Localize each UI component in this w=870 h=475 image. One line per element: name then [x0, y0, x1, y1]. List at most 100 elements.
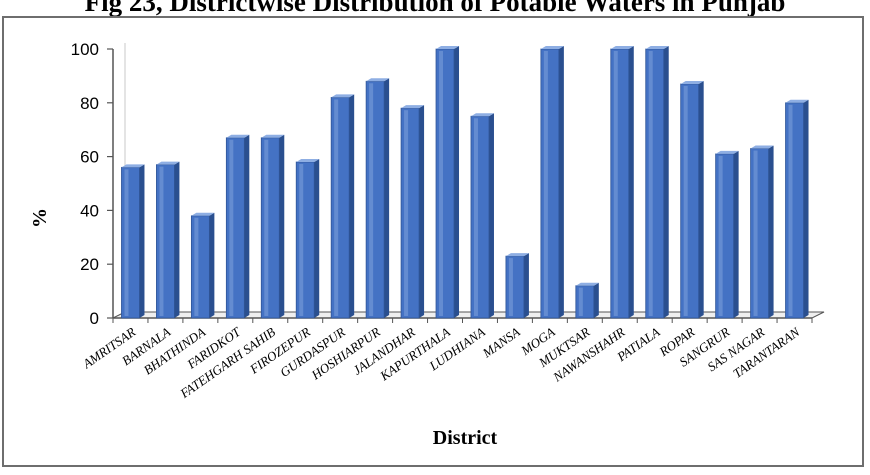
bar-highlight	[369, 83, 374, 316]
bar-top	[470, 113, 494, 117]
bar	[680, 80, 704, 319]
bar	[540, 46, 564, 319]
bar-side	[349, 94, 355, 318]
bar	[330, 94, 355, 319]
bar-front	[715, 153, 735, 319]
bar	[295, 158, 320, 319]
bar	[400, 105, 425, 319]
bar-top	[121, 164, 145, 168]
bar-top	[436, 46, 460, 49]
bar-front	[190, 215, 210, 319]
bar-highlight	[473, 118, 478, 316]
bar-side	[139, 164, 145, 318]
bar-front	[295, 161, 315, 319]
bar-side	[698, 80, 704, 318]
bar-top	[156, 161, 180, 165]
bar-top	[366, 78, 390, 82]
bar	[260, 134, 285, 319]
bar	[435, 46, 460, 319]
y-axis-title: %	[29, 208, 51, 228]
bar-highlight	[229, 139, 234, 316]
bar-side	[663, 46, 669, 318]
y-tick-labels: 0 20 40 60 80 100	[71, 40, 99, 328]
bar-highlight	[718, 155, 723, 316]
bar-front	[365, 80, 385, 319]
bar-side	[593, 282, 599, 318]
bar-highlight	[404, 110, 409, 317]
bar-highlight	[788, 104, 793, 316]
bar	[715, 150, 739, 319]
bar-front	[400, 107, 420, 319]
bar-side	[419, 105, 425, 319]
y-tick-label: 100	[71, 40, 99, 59]
bar	[575, 282, 599, 319]
bar-top	[680, 80, 704, 84]
y-tick-label: 20	[80, 255, 99, 274]
bar-top	[750, 145, 774, 149]
bar	[610, 46, 634, 319]
bar-top	[401, 105, 425, 109]
bar-front	[156, 164, 175, 319]
bar-side	[768, 145, 774, 318]
bar-top	[540, 46, 564, 49]
bar-highlight	[124, 169, 129, 316]
chart-frame	[2, 16, 864, 467]
bar-front	[330, 97, 350, 319]
bar-highlight	[264, 139, 269, 316]
bar-top	[296, 158, 320, 162]
bar-side	[384, 78, 390, 318]
bar	[750, 145, 774, 319]
bar-top	[785, 99, 809, 103]
x-tick-labels: AMRITSARBARNALABHATHINDAFARIDKOTFATEHGAR…	[79, 323, 803, 401]
bar	[156, 161, 180, 319]
bar-side	[523, 253, 529, 318]
bar-side	[279, 134, 285, 318]
bar-top	[261, 134, 285, 138]
bar-side	[314, 158, 320, 318]
bar-top	[575, 282, 599, 286]
bar	[505, 253, 529, 319]
bar	[121, 164, 145, 319]
bar-front	[575, 285, 595, 319]
chart-title: Fig 23, Districtwise Distribution of Pot…	[84, 0, 786, 17]
bar-top	[331, 94, 355, 98]
bar	[645, 46, 669, 319]
bar-top	[715, 150, 739, 154]
bar-front	[470, 115, 490, 319]
bar	[365, 78, 390, 319]
y-tick-label: 60	[80, 148, 99, 167]
y-tick-label: 40	[80, 201, 99, 220]
bar-highlight	[613, 51, 618, 316]
bar-highlight	[508, 258, 513, 316]
bar-side	[488, 113, 494, 318]
bar-front	[435, 48, 455, 319]
bar-top	[191, 212, 215, 216]
bar-top	[226, 134, 250, 138]
bar-front	[610, 48, 630, 319]
bar-top	[505, 253, 529, 257]
bar	[470, 113, 494, 319]
bar-side	[244, 134, 250, 318]
bar-front	[750, 148, 769, 319]
bar-highlight	[683, 85, 688, 316]
bar-front	[785, 102, 804, 319]
x-tick-label: MANSA	[479, 324, 523, 361]
bar-front	[540, 48, 560, 319]
bar-highlight	[578, 287, 583, 316]
bar-front	[680, 83, 700, 319]
bar	[190, 212, 215, 319]
bar-front	[121, 166, 140, 319]
bar-highlight	[543, 51, 548, 316]
y-tick-label: 80	[80, 94, 99, 113]
bar-highlight	[194, 217, 199, 316]
x-axis-title: District	[433, 427, 498, 449]
bar-side	[628, 46, 634, 318]
bar-highlight	[439, 51, 444, 316]
bar-highlight	[753, 150, 758, 316]
bar-front	[260, 137, 280, 319]
bar-side	[454, 46, 460, 318]
bar-side	[558, 46, 564, 318]
bar-front	[225, 137, 245, 319]
bar	[225, 134, 250, 319]
